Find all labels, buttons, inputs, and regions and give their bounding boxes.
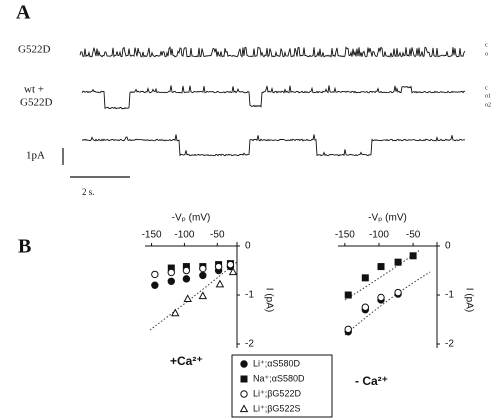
x-tick-label: -150 — [335, 230, 355, 241]
y-tick-label: 0 — [245, 241, 251, 252]
current-trace — [79, 46, 466, 58]
data-point — [409, 252, 417, 260]
data-point — [240, 360, 248, 368]
trace-label: G522D — [20, 97, 52, 109]
scale-label: 2 s. — [82, 187, 95, 197]
x-tick-label: -100 — [369, 230, 389, 241]
x-axis-title: -Vₚ (mV) — [172, 213, 211, 224]
data-point — [377, 293, 385, 302]
data-point — [215, 279, 225, 288]
data-point — [183, 294, 192, 303]
data-point — [167, 268, 175, 277]
y-tick-label: -2 — [245, 339, 254, 350]
data-point — [226, 260, 235, 269]
data-point — [377, 263, 385, 271]
panel-label: B — [18, 236, 31, 258]
current-trace — [81, 85, 466, 110]
data-point — [167, 277, 175, 285]
data-point — [182, 266, 191, 275]
x-tick-label: -50 — [210, 230, 225, 241]
data-point — [344, 325, 352, 333]
current-trace — [81, 134, 466, 157]
legend-label: Li⁺;βG522D — [253, 388, 301, 398]
data-point — [214, 262, 223, 271]
data-point — [239, 404, 249, 413]
y-axis-title: I (pA) — [263, 288, 274, 312]
data-point — [199, 271, 207, 280]
data-point — [344, 291, 352, 299]
state-label: o — [485, 51, 488, 57]
x-tick-label: -100 — [174, 230, 194, 241]
state-label: c — [485, 85, 488, 91]
data-point — [198, 291, 208, 300]
x-tick-label: -150 — [142, 230, 162, 241]
legend-label: Li⁺;βG522S — [253, 403, 300, 413]
state-label: c — [485, 42, 488, 48]
x-axis-title: -Vₚ (mV) — [368, 213, 407, 224]
y-tick-label: -2 — [445, 339, 454, 350]
scale-label: 1pA — [26, 150, 45, 162]
data-point — [240, 375, 248, 383]
legend-box — [231, 354, 333, 418]
data-point — [394, 258, 402, 266]
state-label: o1 — [485, 93, 491, 99]
data-point — [199, 264, 207, 273]
fit-curve — [344, 249, 421, 301]
trace-label: wt + — [24, 84, 44, 96]
data-point — [228, 267, 238, 276]
data-point — [151, 270, 159, 279]
data-point — [170, 308, 180, 317]
panel-label: A — [16, 2, 31, 24]
fit-curve — [149, 261, 238, 331]
data-point — [182, 275, 191, 283]
y-axis-title: I (pA) — [463, 288, 474, 312]
condition-label: - Ca²⁺ — [355, 374, 388, 388]
traces — [79, 46, 466, 157]
y-tick-label: -1 — [245, 290, 254, 301]
condition-label: +Ca²⁺ — [170, 354, 203, 368]
data-point — [151, 281, 159, 289]
fit-curve — [344, 271, 431, 336]
x-tick-label: -50 — [406, 230, 421, 241]
y-tick-label: -1 — [445, 290, 454, 301]
legend-label: Na⁺;αS580D — [253, 373, 305, 383]
legend-label: Li⁺;αS580D — [253, 358, 300, 368]
state-label: o2 — [485, 102, 491, 108]
data-point — [361, 303, 370, 311]
data-point — [240, 390, 248, 398]
trace-label: G522D — [18, 44, 50, 56]
data-point — [394, 288, 402, 297]
data-point — [361, 274, 369, 282]
y-tick-label: 0 — [445, 241, 451, 252]
